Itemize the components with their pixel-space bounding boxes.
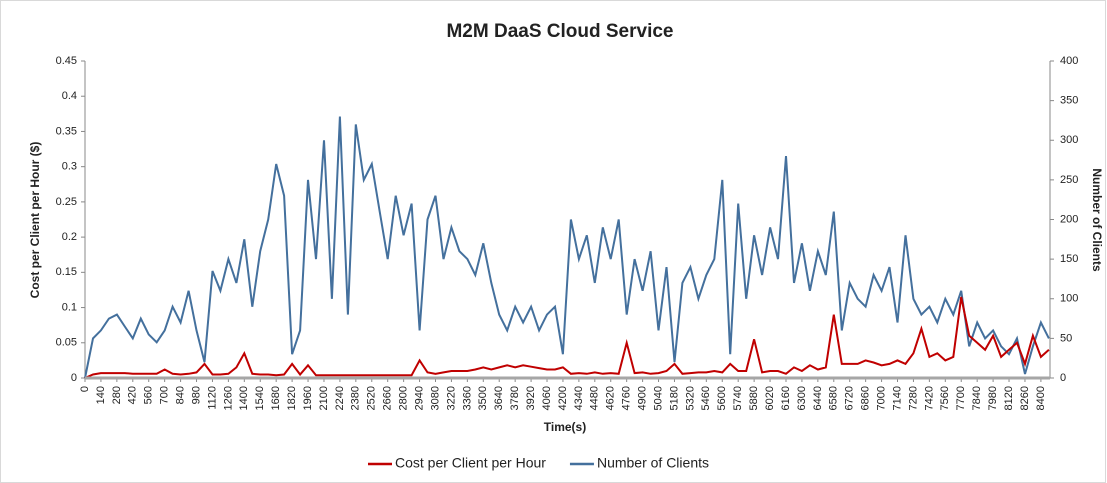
x-tick-label: 280 bbox=[111, 386, 123, 404]
x-tick-label: 6300 bbox=[796, 386, 808, 410]
x-tick-label: 2100 bbox=[318, 386, 330, 410]
x-tick-label: 560 bbox=[143, 386, 155, 404]
x-tick-label: 3500 bbox=[477, 386, 489, 410]
x-tick-label: 3360 bbox=[461, 386, 473, 410]
x-tick-label: 3780 bbox=[509, 386, 521, 410]
x-tick-label: 7840 bbox=[971, 386, 983, 410]
x-tick-label: 7420 bbox=[923, 386, 935, 410]
x-tick-label: 140 bbox=[95, 386, 107, 404]
x-tick-label: 420 bbox=[127, 386, 139, 404]
x-tick-label: 5600 bbox=[716, 386, 728, 410]
x-tick-label: 6580 bbox=[828, 386, 840, 410]
x-tick-label: 4900 bbox=[637, 386, 649, 410]
x-tick-label: 2380 bbox=[350, 386, 362, 410]
x-tick-label: 1960 bbox=[302, 386, 314, 410]
x-tick-label: 4060 bbox=[541, 386, 553, 410]
x-tick-label: 6720 bbox=[844, 386, 856, 410]
x-tick-label: 5740 bbox=[732, 386, 744, 410]
x-tick-label: 2660 bbox=[382, 386, 394, 410]
legend-label: Cost per Client per Hour bbox=[395, 455, 546, 471]
y-tick-label: 0.35 bbox=[56, 125, 77, 137]
x-tick-label: 6020 bbox=[764, 386, 776, 410]
y2-tick-label: 350 bbox=[1060, 95, 1078, 107]
x-tick-label: 8120 bbox=[1003, 386, 1015, 410]
y-axis-label: Cost per Client per Hour ($) bbox=[28, 142, 42, 299]
chart-title: M2M DaaS Cloud Service bbox=[446, 21, 673, 42]
x-tick-label: 4200 bbox=[557, 386, 569, 410]
y2-tick-label: 200 bbox=[1060, 213, 1078, 225]
y-tick-label: 0.15 bbox=[56, 266, 77, 278]
x-tick-label: 7560 bbox=[939, 386, 951, 410]
x-tick-label: 6160 bbox=[780, 386, 792, 410]
y2-tick-label: 0 bbox=[1060, 372, 1066, 384]
x-tick-label: 5460 bbox=[700, 386, 712, 410]
y2-tick-label: 400 bbox=[1060, 55, 1078, 67]
x-tick-label: 2240 bbox=[334, 386, 346, 410]
y-tick-label: 0.1 bbox=[62, 301, 77, 313]
x-tick-label: 7280 bbox=[907, 386, 919, 410]
x-tick-label: 4620 bbox=[605, 386, 617, 410]
x-tick-label: 0 bbox=[79, 386, 91, 392]
x-tick-label: 4760 bbox=[621, 386, 633, 410]
y-tick-label: 0.2 bbox=[62, 231, 77, 243]
y2-axis-label: Number of Clients bbox=[1090, 168, 1104, 272]
x-tick-label: 840 bbox=[174, 386, 186, 404]
y2-tick-label: 250 bbox=[1060, 174, 1078, 186]
x-tick-label: 8400 bbox=[1035, 386, 1047, 410]
x-tick-label: 6860 bbox=[860, 386, 872, 410]
x-tick-label: 4340 bbox=[573, 386, 585, 410]
y2-tick-label: 100 bbox=[1060, 293, 1078, 305]
x-tick-label: 4480 bbox=[589, 386, 601, 410]
x-tick-label: 1400 bbox=[238, 386, 250, 410]
x-tick-label: 3080 bbox=[429, 386, 441, 410]
y-tick-label: 0.3 bbox=[62, 161, 77, 173]
x-tick-label: 700 bbox=[159, 386, 171, 404]
x-tick-label: 980 bbox=[190, 386, 202, 404]
y-tick-label: 0 bbox=[71, 372, 77, 384]
x-tick-label: 5040 bbox=[652, 386, 664, 410]
series-line bbox=[84, 116, 1050, 379]
y-tick-label: 0.45 bbox=[56, 55, 77, 67]
x-tick-label: 1540 bbox=[254, 386, 266, 410]
x-tick-label: 3220 bbox=[445, 386, 457, 410]
y-tick-label: 0.25 bbox=[56, 196, 77, 208]
x-tick-label: 2940 bbox=[413, 386, 425, 410]
x-tick-label: 1260 bbox=[222, 386, 234, 410]
x-tick-label: 5880 bbox=[748, 386, 760, 410]
x-tick-label: 1120 bbox=[206, 386, 218, 410]
x-tick-label: 6440 bbox=[812, 386, 824, 410]
x-tick-label: 8260 bbox=[1019, 386, 1031, 410]
x-tick-label: 7000 bbox=[875, 386, 887, 410]
y-tick-label: 0.4 bbox=[62, 90, 77, 102]
legend-label: Number of Clients bbox=[597, 455, 709, 471]
series-line bbox=[84, 296, 1050, 379]
y2-tick-label: 150 bbox=[1060, 253, 1078, 265]
x-tick-label: 5180 bbox=[668, 386, 680, 410]
x-tick-label: 2520 bbox=[366, 386, 378, 410]
x-tick-label: 3640 bbox=[493, 386, 505, 410]
x-tick-label: 5320 bbox=[684, 386, 696, 410]
y2-tick-label: 50 bbox=[1060, 332, 1072, 344]
y-tick-label: 0.05 bbox=[56, 337, 77, 349]
x-tick-label: 1680 bbox=[270, 386, 282, 410]
x-tick-label: 7700 bbox=[955, 386, 967, 410]
x-tick-label: 3920 bbox=[525, 386, 537, 410]
x-tick-label: 7140 bbox=[891, 386, 903, 410]
y2-tick-label: 300 bbox=[1060, 134, 1078, 146]
x-tick-label: 2800 bbox=[398, 386, 410, 410]
x-axis-label: Time(s) bbox=[544, 420, 586, 434]
x-tick-label: 7980 bbox=[987, 386, 999, 410]
x-tick-label: 1820 bbox=[286, 386, 298, 410]
